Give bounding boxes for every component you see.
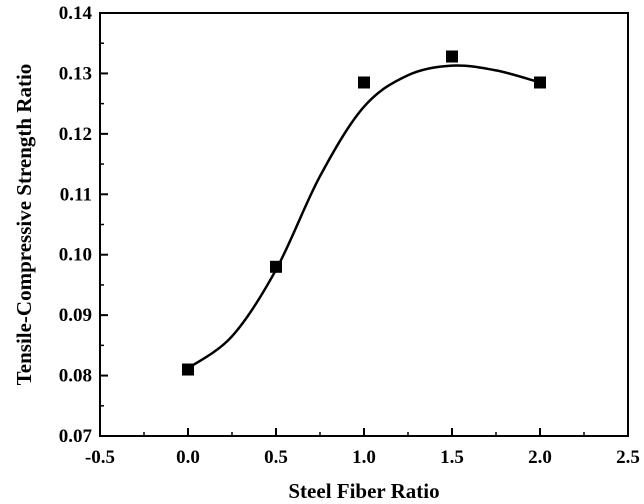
y-tick-label: 0.07: [59, 426, 93, 447]
fit-curve-line: [187, 64, 541, 370]
data-points-layer: [182, 50, 546, 376]
x-axis-title: Steel Fiber Ratio: [288, 479, 439, 503]
x-tick-label: 2.5: [616, 447, 640, 468]
data-point: [534, 76, 546, 89]
y-tick-label: 0.13: [59, 63, 92, 84]
y-tick-label: 0.09: [59, 305, 92, 326]
y-tick-label: 0.12: [59, 124, 92, 145]
data-point: [270, 260, 282, 273]
y-axis-title: Tensile-Compressive Strength Ratio: [12, 64, 36, 386]
data-point: [358, 76, 370, 89]
y-tick-label: 0.11: [60, 184, 92, 205]
y-tick-label: 0.14: [59, 3, 93, 24]
data-point: [182, 363, 194, 376]
y-tick-label: 0.08: [59, 366, 92, 387]
x-tick-label: 0.5: [264, 447, 288, 468]
x-axis-ticks: -0.5 0.0 0.5 1.0 1.5 2.0 2.5: [85, 428, 640, 468]
x-tick-label: 2.0: [528, 447, 552, 468]
y-axis-ticks: 0.07 0.08 0.09 0.10 0.11 0.12 0.13 0.14: [59, 3, 108, 447]
x-tick-label: 0.0: [176, 447, 200, 468]
data-point: [446, 50, 458, 63]
x-tick-label: 1.5: [440, 447, 464, 468]
y-tick-label: 0.10: [59, 245, 92, 266]
fit-curve-layer: [187, 64, 541, 370]
plot-frame: [99, 12, 629, 437]
x-tick-label: 1.0: [352, 447, 376, 468]
x-tick-label: -0.5: [85, 447, 115, 468]
